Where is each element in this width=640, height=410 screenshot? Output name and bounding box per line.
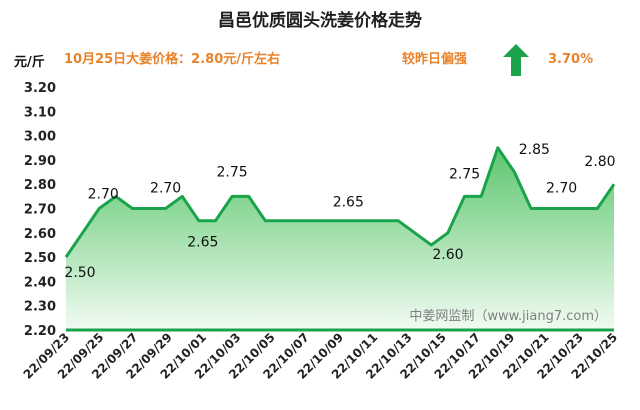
- data-label: 2.65: [187, 235, 218, 251]
- data-label: 2.50: [64, 265, 95, 281]
- price-summary: 10月25日大姜价格：2.80元/斤左右: [64, 51, 280, 67]
- data-label: 2.60: [432, 247, 463, 263]
- y-axis: 2.20 2.30 2.40 2.50 2.60 2.70 2.80 2.90 3.00 3.10…: [24, 81, 56, 339]
- watermark: 中姜网监制（www.jiang7.com）: [409, 309, 607, 324]
- data-label: 2.85: [519, 142, 550, 158]
- plot-area: [64, 146, 616, 332]
- y-tick-label: 2.20: [24, 324, 56, 339]
- y-tick-label: 2.50: [24, 251, 56, 266]
- y-tick-label: 2.60: [24, 227, 56, 242]
- series-area: [66, 147, 614, 330]
- y-tick-label: 2.70: [24, 203, 56, 218]
- series-line: [64, 146, 616, 258]
- y-tick-label: 2.30: [24, 300, 56, 315]
- data-labels: 2.50 2.70 2.70 2.65 2.75 2.65 2.60 2.75 2.85 2.70…: [64, 142, 615, 281]
- y-tick-label: 2.90: [24, 154, 56, 169]
- data-label: 2.70: [546, 181, 577, 197]
- data-label: 2.70: [150, 181, 181, 197]
- data-label: 2.75: [449, 166, 480, 182]
- y-tick-label: 2.80: [24, 178, 56, 193]
- data-label: 2.80: [584, 154, 615, 170]
- x-axis: 22/09/2322/09/2522/09/2722/09/2922/10/01…: [21, 330, 621, 382]
- y-tick-label: 3.20: [24, 81, 56, 96]
- unit-label: 元/斤: [14, 54, 45, 70]
- data-label: 2.65: [333, 195, 364, 211]
- chart-title: 昌邑优质圆头洗姜价格走势: [218, 10, 422, 31]
- up-arrow-icon: [503, 44, 529, 76]
- change-percent: 3.70%: [548, 52, 593, 67]
- y-tick-label: 2.40: [24, 275, 56, 290]
- y-tick-label: 3.00: [24, 130, 56, 145]
- y-tick-label: 3.10: [24, 105, 56, 120]
- compare-text: 较昨日偏强: [402, 51, 467, 67]
- data-label: 2.70: [88, 187, 119, 203]
- data-label: 2.75: [216, 164, 247, 180]
